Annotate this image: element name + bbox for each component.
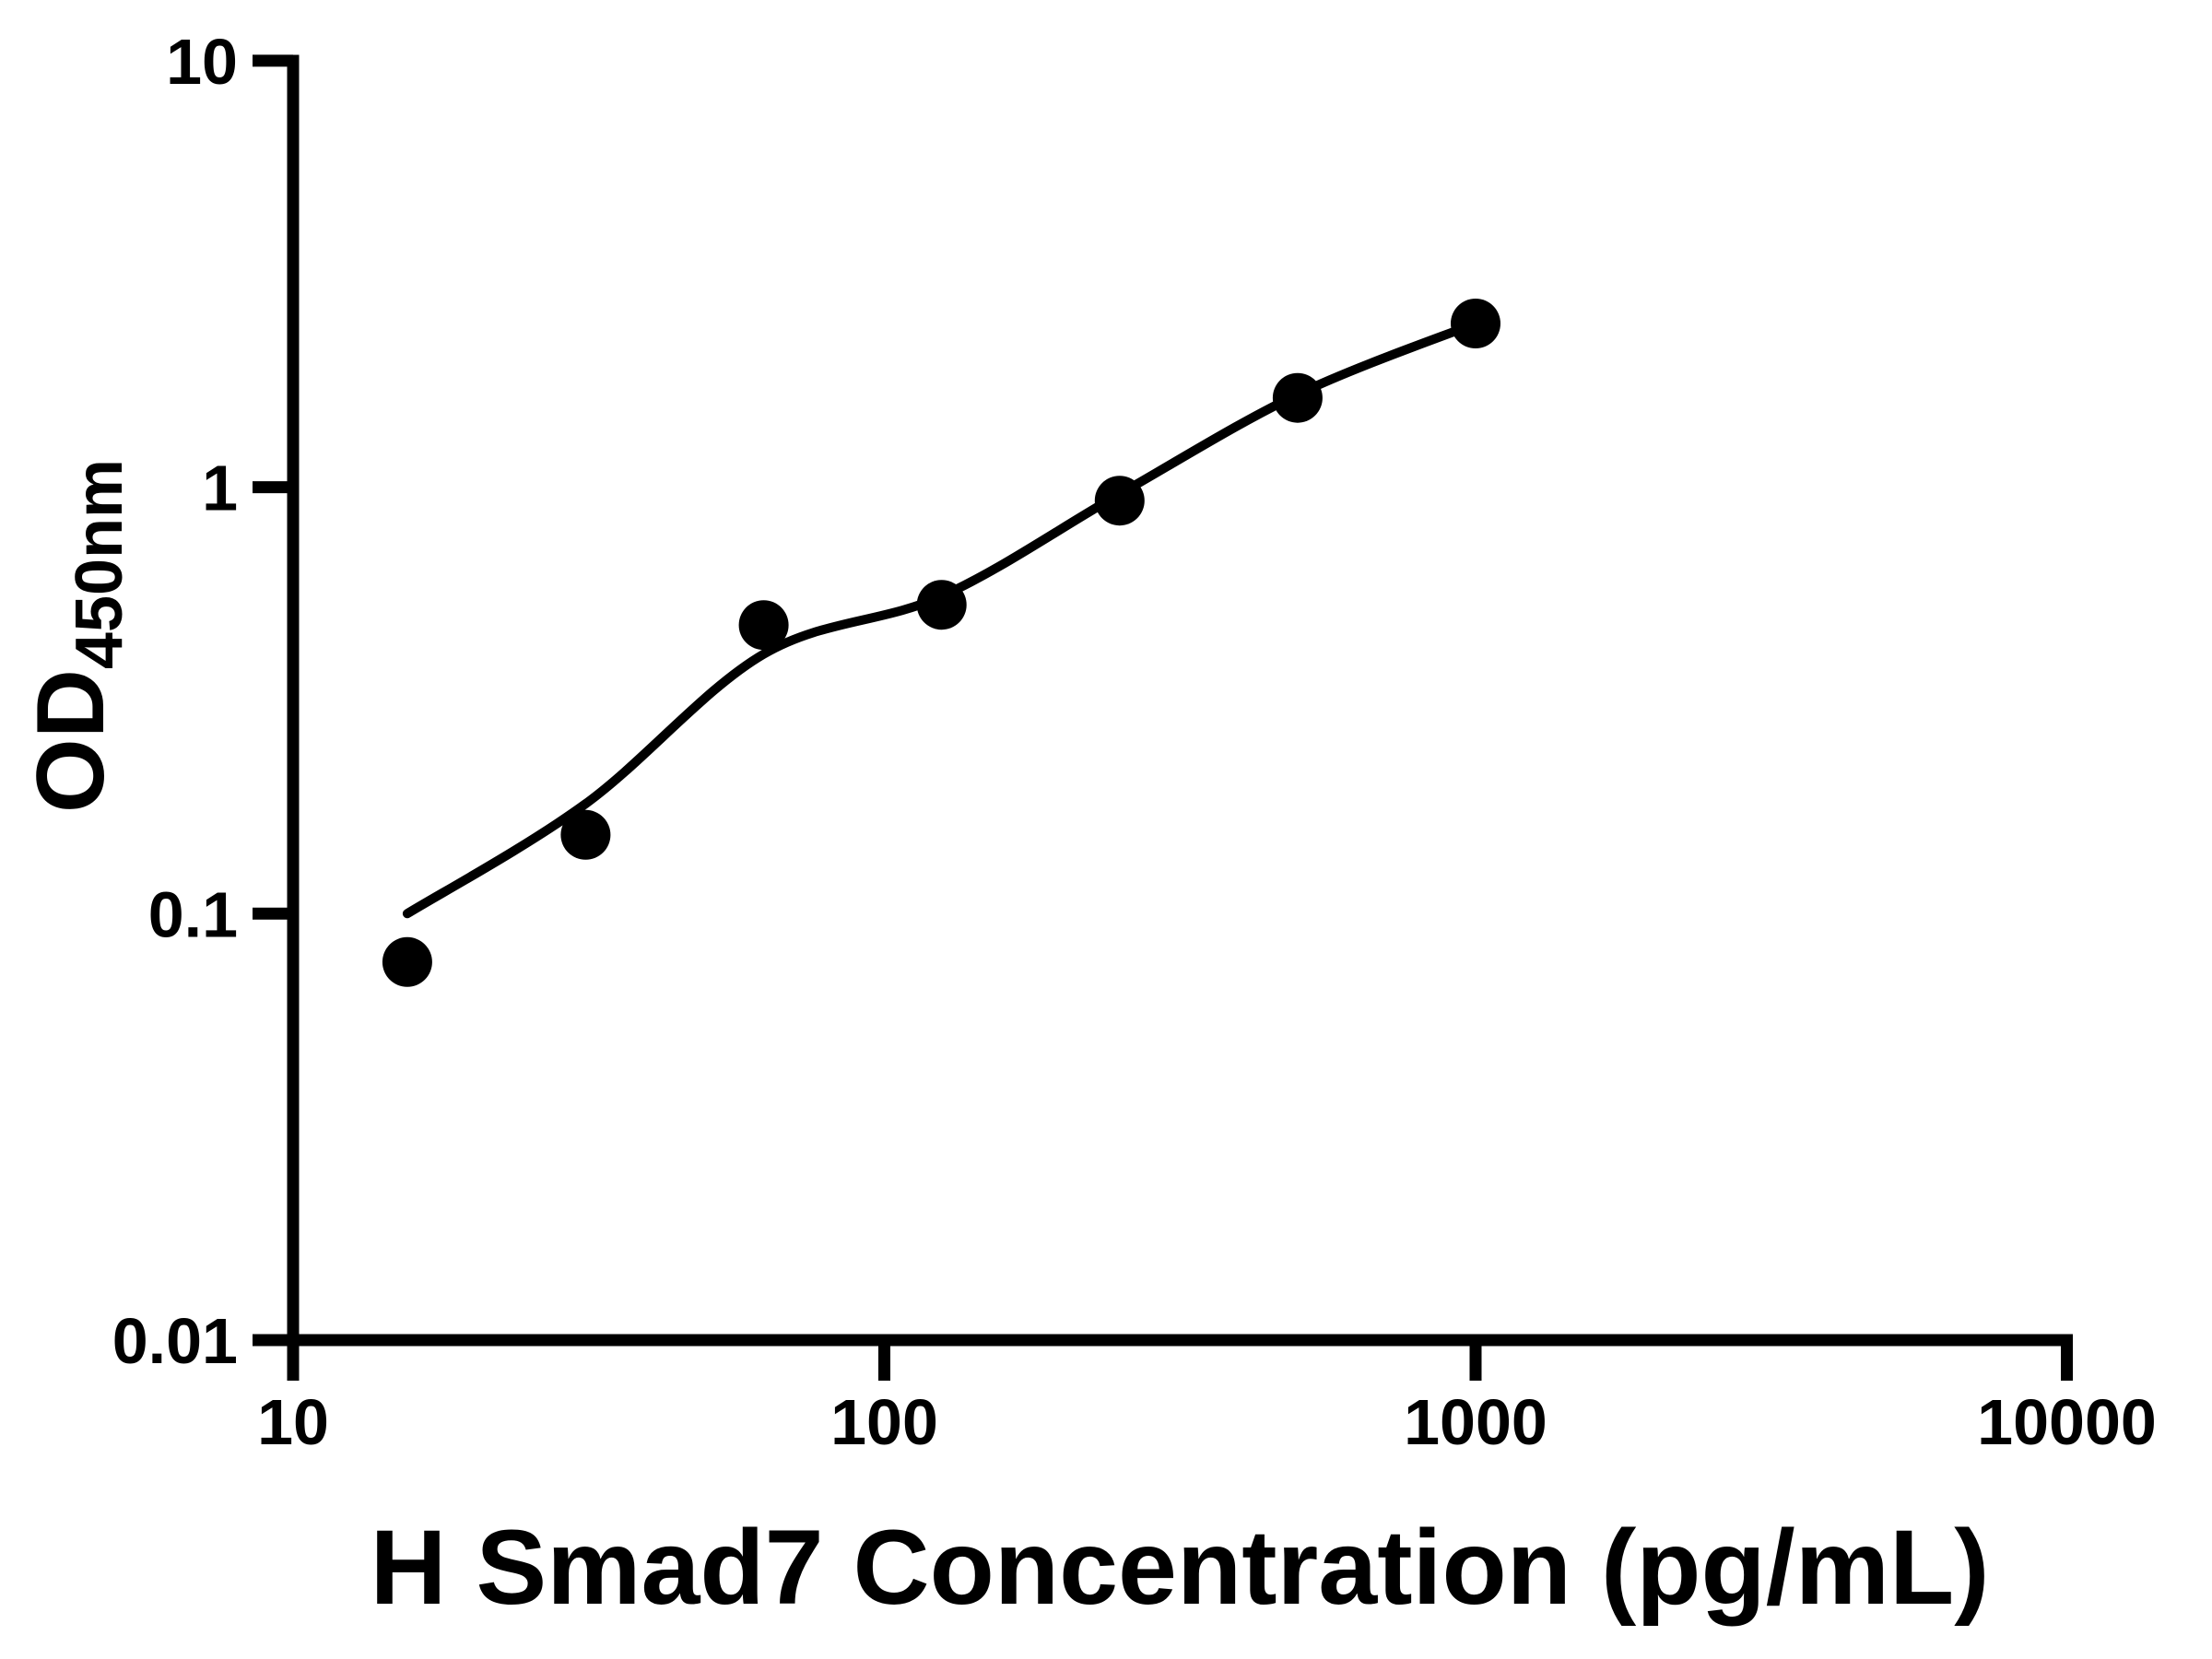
data-point — [560, 809, 611, 860]
x-axis-title: H Smad7 Concentration (pg/mL) — [370, 1509, 1989, 1627]
data-point — [738, 600, 789, 651]
y-tick-label: 1 — [202, 453, 238, 524]
y-axis-ticks: 10 1 0.1 0.01 — [112, 26, 293, 1377]
axes — [254, 54, 2073, 1347]
x-axis-ticks: 10 100 1000 10000 — [257, 1340, 2157, 1458]
data-point — [916, 580, 967, 630]
data-point — [1094, 476, 1145, 526]
data-point — [382, 936, 432, 987]
y-axis-title: OD450nm — [18, 459, 136, 813]
x-tick-label: 10 — [257, 1386, 329, 1458]
y-tick-label: 0.1 — [148, 878, 238, 950]
y-axis-title-main: OD — [18, 669, 124, 813]
y-tick-label: 10 — [166, 26, 238, 98]
data-points — [382, 299, 1500, 987]
x-tick-label: 10000 — [1977, 1386, 2157, 1458]
x-tick-label: 1000 — [1404, 1386, 1547, 1458]
y-axis-title-subscript: 450nm — [63, 459, 136, 669]
data-point — [1451, 299, 1500, 348]
x-tick-label: 100 — [830, 1386, 938, 1458]
y-tick-label: 0.01 — [112, 1305, 238, 1377]
data-point — [1272, 372, 1323, 423]
